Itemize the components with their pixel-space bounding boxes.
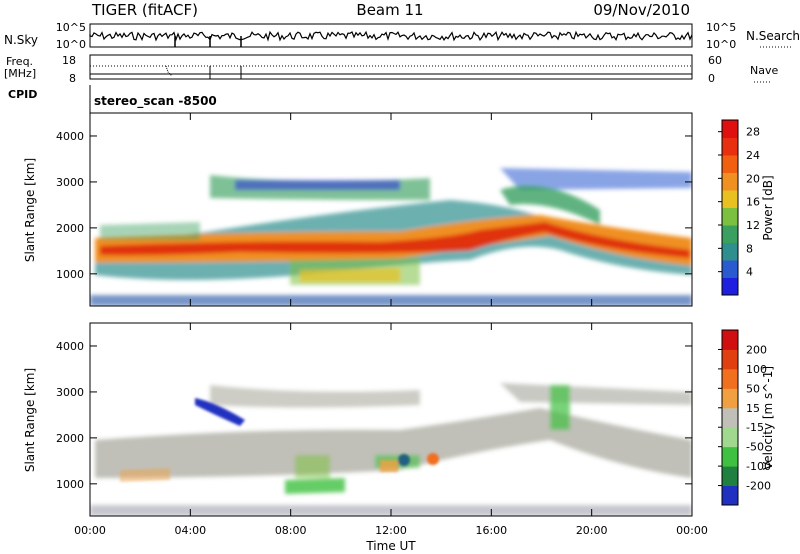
colorbar-swatch <box>722 485 738 506</box>
radar-title: TIGER (fitACF) <box>91 1 198 19</box>
velocity-colorbar-ticks: 200 100 50 15 -15 -50 -100 -200 <box>718 343 771 493</box>
xtick-label: 00:00 <box>74 524 106 537</box>
nsky-trace <box>89 30 693 47</box>
power-colorbar <box>722 120 738 296</box>
nave-tick-bottom: 0 <box>708 72 715 85</box>
beam-title: Beam 11 <box>356 1 423 19</box>
colorbar-swatch <box>722 172 738 191</box>
ytick-label: 1000 <box>56 268 84 281</box>
xtick-label: 04:00 <box>174 524 206 537</box>
power-yaxis: 4000 3000 2000 1000 <box>56 130 692 281</box>
cpid-label: CPID <box>8 88 37 101</box>
nave-label: Nave <box>750 64 778 77</box>
ytick-label: 4000 <box>56 340 84 353</box>
colorbar-tick-label: 200 <box>746 343 767 356</box>
ytick-label: 4000 <box>56 130 84 143</box>
colorbar-swatch <box>722 277 738 296</box>
colorbar-swatch <box>722 190 738 208</box>
freq-tick-top: 18 <box>62 54 76 67</box>
colorbar-swatch <box>722 120 738 138</box>
colorbar-tick-label: -100 <box>746 460 771 473</box>
colorbar-swatch <box>722 368 738 389</box>
power-colorbar-ticks: 28 24 20 16 12 8 4 <box>718 126 760 279</box>
power-heatmap <box>90 168 692 306</box>
ytick-label: 2000 <box>56 222 84 235</box>
velocity-ylabel: Slant Range [km] <box>23 368 37 472</box>
ytick-label: 1000 <box>56 478 84 491</box>
colorbar-swatch <box>722 155 738 173</box>
nsky-label: N.Sky <box>4 33 38 47</box>
colorbar-tick-label: 28 <box>746 126 760 139</box>
velocity-colorbar-frame <box>721 329 739 506</box>
xtick-label: 12:00 <box>375 524 407 537</box>
velocity-frame <box>89 322 693 517</box>
colorbar-swatch <box>722 242 738 261</box>
colorbar-swatch <box>722 225 738 243</box>
velocity-heatmap <box>90 383 692 516</box>
colorbar-tick-label: 4 <box>746 266 753 279</box>
nsky-tick-bottom: 10^0 <box>56 38 86 51</box>
colorbar-swatch <box>722 388 738 409</box>
power-colorbar-label: Power [dB] <box>761 175 775 240</box>
colorbar-swatch <box>722 137 738 156</box>
freq-panel-frame <box>89 54 693 80</box>
xtick-label: 16:00 <box>475 524 507 537</box>
nsky-noise-line <box>89 30 693 42</box>
colorbar-tick-label: 8 <box>746 242 753 255</box>
velocity-yaxis: 4000 3000 2000 1000 <box>56 340 692 491</box>
colorbar-swatch <box>722 349 738 370</box>
colorbar-tick-label: 20 <box>746 172 760 185</box>
colorbar-swatch <box>722 427 738 448</box>
cpid-text: stereo_scan -8500 <box>94 94 217 109</box>
velocity-colorbar <box>722 330 738 506</box>
colorbar-tick-label: 12 <box>746 219 760 232</box>
xaxis-label: Time UT <box>365 539 416 553</box>
nsearch-tick-top: 10^5 <box>706 21 736 34</box>
colorbar-tick-label: 100 <box>746 363 767 376</box>
colorbar-tick-label: 50 <box>746 382 760 395</box>
ytick-label: 3000 <box>56 386 84 399</box>
nsky-tick-top: 10^5 <box>56 21 86 34</box>
colorbar-swatch <box>722 407 738 428</box>
xtick-label: 00:00 <box>676 524 708 537</box>
date-title: 09/Nov/2010 <box>593 1 690 19</box>
nave-tick-top: 60 <box>708 54 722 67</box>
colorbar-tick-label: -50 <box>746 441 764 454</box>
colorbar-swatch <box>722 330 738 350</box>
ytick-label: 2000 <box>56 432 84 445</box>
nsky-panel-frame <box>89 23 693 48</box>
xtick-label: 08:00 <box>275 524 307 537</box>
velocity-colorbar-label: Velocity [m s^-1] <box>761 366 775 470</box>
colorbar-tick-label: -200 <box>746 480 771 493</box>
colorbar-swatch <box>722 466 738 487</box>
freq-label-line2: [MHz] <box>4 67 36 80</box>
freq-label-line1: Freq. <box>6 55 33 68</box>
colorbar-tick-label: 24 <box>746 149 760 162</box>
power-ylabel: Slant Range [km] <box>23 158 37 262</box>
power-colorbar-frame <box>721 119 739 296</box>
colorbar-tick-label: 16 <box>746 196 760 209</box>
xtick-label: 20:00 <box>576 524 608 537</box>
nsearch-tick-bottom: 10^0 <box>706 38 736 51</box>
freq-spikes <box>165 65 242 79</box>
colorbar-tick-label: -15 <box>746 421 764 434</box>
colorbar-swatch <box>722 260 738 278</box>
colorbar-tick-label: 15 <box>746 402 760 415</box>
colorbar-swatch <box>722 207 738 226</box>
time-xaxis: 00:00 04:00 08:00 12:00 16:00 20:00 00:00 <box>74 113 708 537</box>
ytick-label: 3000 <box>56 176 84 189</box>
colorbar-swatch <box>722 446 738 467</box>
freq-tick-bottom: 8 <box>69 72 76 85</box>
nsearch-label: N.Search <box>746 29 800 43</box>
